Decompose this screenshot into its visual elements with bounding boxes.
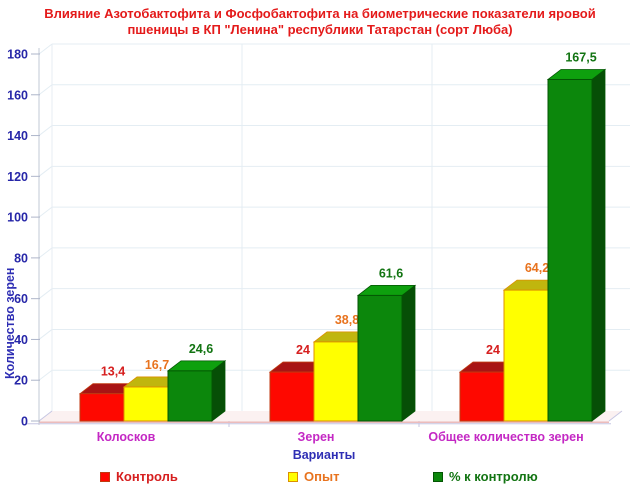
gridline-connector (38, 329, 53, 340)
bar-front (313, 341, 359, 422)
gridline-connector (38, 43, 53, 55)
category-label: Общее количество зерен (428, 430, 583, 444)
value-label: 61,6 (379, 266, 403, 280)
bar-front (503, 289, 549, 422)
value-label: 24 (486, 343, 500, 357)
bar-front (357, 294, 403, 422)
gridline-connector (38, 369, 53, 381)
legend-label: Опыт (304, 469, 340, 484)
gridline-connector (38, 84, 53, 96)
value-label: 24 (296, 343, 310, 357)
legend-label: Контроль (116, 469, 178, 484)
bar-front (79, 393, 125, 422)
chart-title-line1: Влияние Азотобактофита и Фосфобактофита … (44, 6, 596, 21)
bar-side (401, 284, 416, 422)
value-label: 167,5 (565, 50, 596, 64)
y-tick-label: 20 (14, 374, 28, 388)
legend-item: % к контролю (433, 469, 538, 484)
bar-front (547, 78, 593, 422)
legend-label: % к контролю (449, 469, 538, 484)
bar-front (269, 371, 315, 422)
y-tick-label: 120 (7, 170, 28, 184)
gridline-connector (38, 288, 53, 300)
value-label: 64,2 (525, 261, 549, 275)
legend-item: Контроль (100, 469, 178, 484)
gridline-connector (38, 206, 53, 218)
value-label: 16,7 (145, 358, 169, 372)
y-tick-label: 180 (7, 48, 28, 62)
legend-swatch-percent (433, 471, 443, 482)
value-label: 38,8 (335, 313, 359, 327)
chart-legend: Контроль Опыт % к контролю (0, 469, 640, 491)
category-label: Зерен (298, 430, 335, 444)
y-tick-label: 40 (14, 333, 28, 347)
y-tick-label: 160 (7, 88, 28, 102)
bar-side (211, 360, 226, 422)
y-axis-title: Количество зерен (3, 267, 17, 379)
value-label: 13,4 (101, 365, 125, 379)
legend-swatch-experiment (288, 471, 298, 482)
floor-left-edge (38, 410, 53, 422)
legend-item: Опыт (288, 469, 339, 484)
value-label: 24,6 (189, 342, 213, 356)
bar-front (459, 371, 505, 422)
category-label: Колосков (97, 430, 156, 444)
y-tick-label: 80 (14, 251, 28, 265)
y-tick-label: 60 (14, 292, 28, 306)
y-tick-label: 100 (7, 211, 28, 225)
legend-swatch-control (100, 471, 110, 482)
gridline-connector (38, 247, 53, 259)
bar-front (167, 370, 213, 422)
y-tick-label: 140 (7, 129, 28, 143)
bar-front (123, 386, 169, 422)
y-tick-label: 0 (21, 415, 28, 429)
x-axis-title: Варианты (292, 448, 356, 462)
chart-title-line2: пшеницы в КП "Ленина" республики Татарст… (127, 22, 513, 37)
gridline-connector (38, 165, 53, 177)
floor-right-edge (608, 410, 623, 422)
chart-title: Влияние Азотобактофита и Фосфобактофита … (0, 6, 640, 38)
gridline-connector (38, 125, 53, 136)
bar-side (591, 68, 606, 422)
